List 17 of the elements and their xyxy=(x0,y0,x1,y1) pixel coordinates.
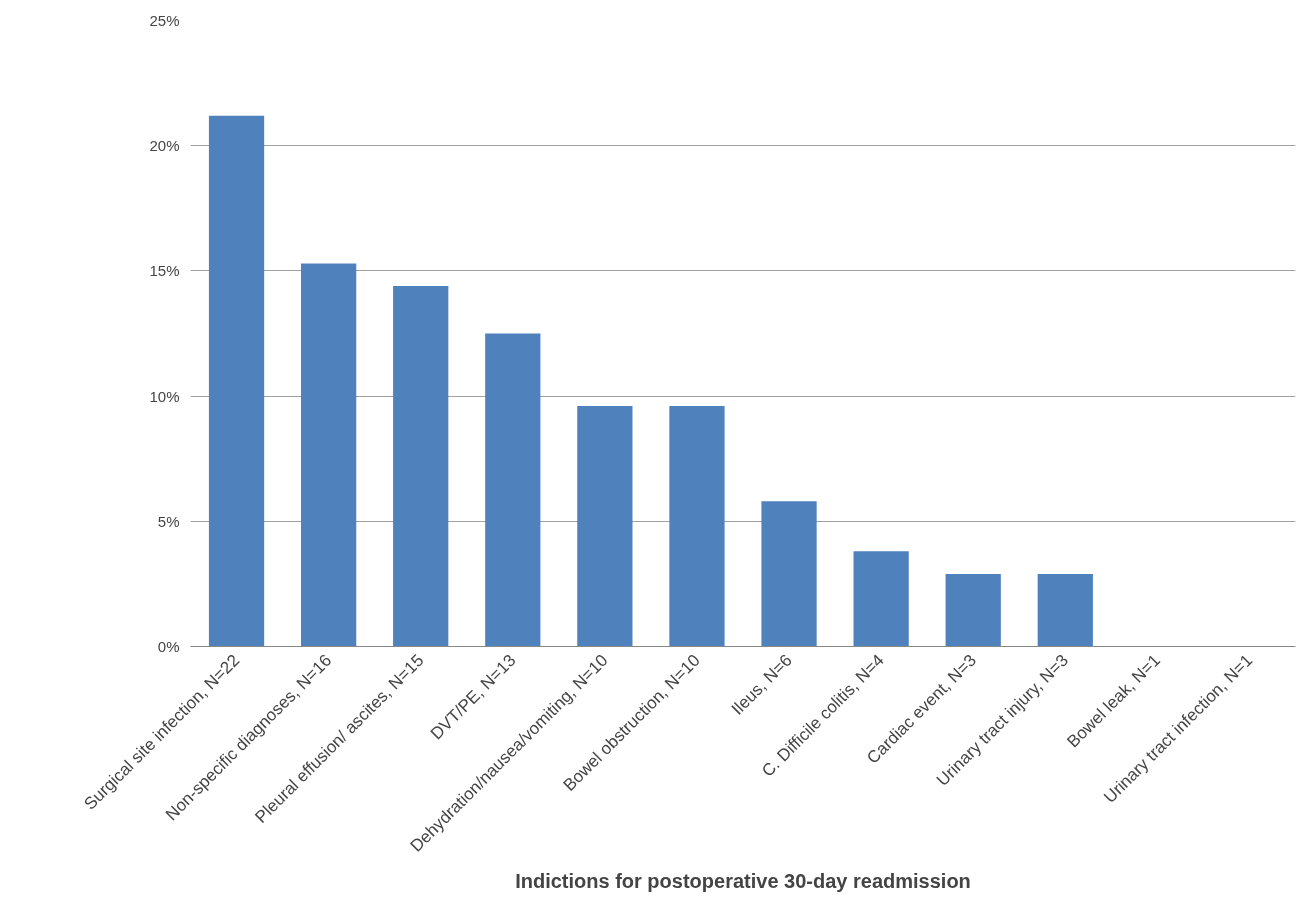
bar xyxy=(853,551,909,647)
y-tick-label: 5% xyxy=(157,512,180,530)
y-tick-label: 20% xyxy=(149,137,180,155)
bar xyxy=(669,406,725,647)
bar xyxy=(485,333,541,647)
bar xyxy=(945,573,1001,647)
x-axis-title: Indictions for postoperative 30-day readmission xyxy=(515,870,971,893)
bar xyxy=(301,263,357,647)
bar xyxy=(577,406,633,647)
y-tick-label: 15% xyxy=(149,262,180,280)
bar xyxy=(393,285,449,647)
bar xyxy=(1037,573,1093,647)
bar xyxy=(208,115,265,647)
bar xyxy=(761,501,817,647)
y-tick-label: 0% xyxy=(157,638,180,655)
y-tick-label: 10% xyxy=(149,387,180,405)
y-tick-label: 25% xyxy=(149,12,180,29)
